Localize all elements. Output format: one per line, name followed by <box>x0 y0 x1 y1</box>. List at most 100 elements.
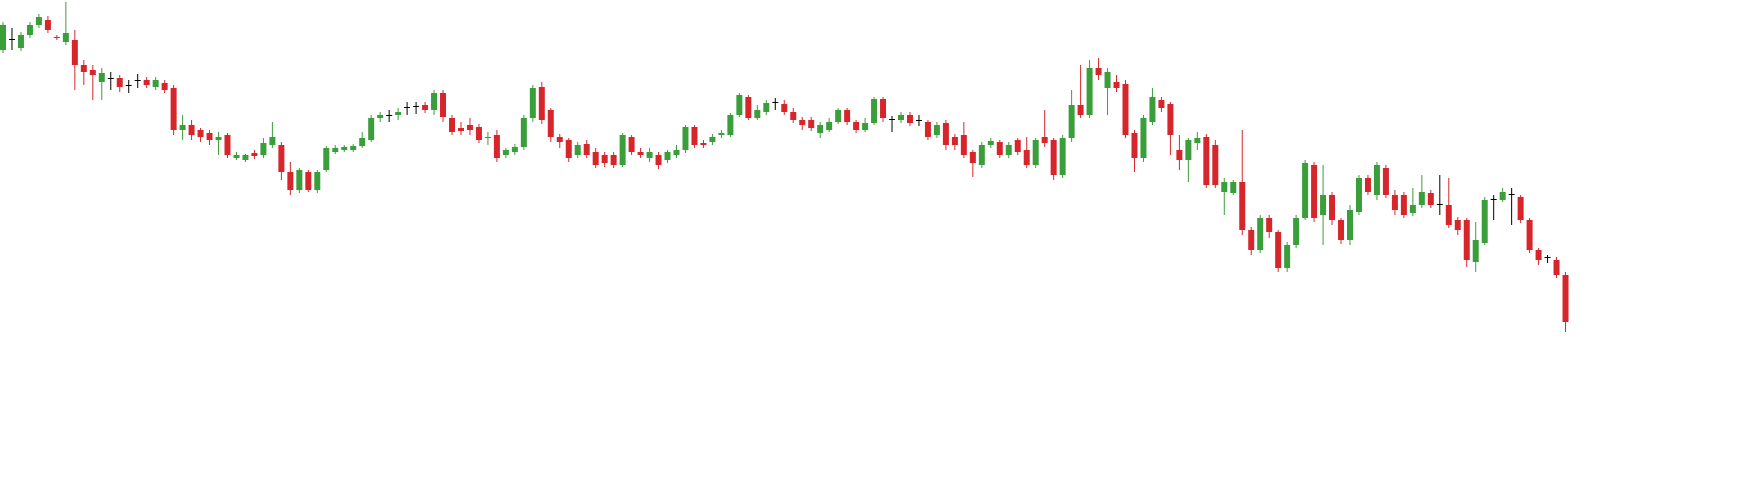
candle-body <box>404 107 411 108</box>
candle-body <box>1122 84 1129 135</box>
candle-body <box>269 137 276 145</box>
candle-body <box>242 155 249 160</box>
candle-body <box>1427 193 1434 205</box>
candle-body <box>179 125 186 130</box>
candle-body <box>853 122 860 130</box>
candle-body <box>457 128 464 131</box>
candle-body <box>1032 140 1039 165</box>
candle-body <box>835 110 842 122</box>
candle-body <box>889 119 896 120</box>
candle-body <box>1149 97 1156 122</box>
candle-body <box>314 172 321 190</box>
candle-body <box>1400 195 1407 215</box>
candle-body <box>251 153 258 156</box>
candle-body <box>80 65 87 72</box>
candle-body <box>574 145 581 155</box>
candle-body <box>502 150 509 155</box>
candle-body <box>1239 182 1246 230</box>
candle-body <box>1194 138 1201 143</box>
candle-body <box>547 110 554 137</box>
candle-body <box>610 155 617 165</box>
candle-body <box>871 99 878 123</box>
candle-body <box>350 146 357 150</box>
candle-body <box>1311 165 1318 218</box>
candle-body <box>960 135 967 155</box>
candle-body <box>197 130 204 137</box>
candle-body <box>1248 230 1255 250</box>
candle-body <box>475 127 482 140</box>
candle-body <box>781 104 788 112</box>
candle-body <box>592 152 599 165</box>
candle-body <box>1553 260 1560 275</box>
candle-body <box>260 143 267 155</box>
candle-body <box>754 110 761 118</box>
candle-body <box>296 170 303 190</box>
candle-body <box>170 88 177 130</box>
candle-body <box>1508 194 1515 195</box>
candle-body <box>1041 137 1048 143</box>
candle-body <box>745 97 752 118</box>
candle-body <box>206 133 213 140</box>
candle-body <box>969 152 976 163</box>
candle-body <box>924 122 931 137</box>
candle-body <box>62 33 69 42</box>
candle-body <box>817 125 824 133</box>
candle-body <box>556 137 563 142</box>
candle-body <box>1472 240 1479 262</box>
candle-body <box>933 125 940 135</box>
candle-body <box>466 125 473 130</box>
candle-body <box>116 78 123 87</box>
candle-body <box>790 112 797 120</box>
candle-body <box>53 37 60 38</box>
candle-body <box>529 88 536 118</box>
candle-body <box>368 118 375 140</box>
candle-body <box>1463 220 1470 260</box>
candle-body <box>915 120 922 121</box>
candle-body <box>395 112 402 115</box>
candle-body <box>1409 205 1416 213</box>
candle-body <box>1023 150 1030 165</box>
candle-body <box>224 135 231 155</box>
candle-body <box>538 87 545 120</box>
candle-body <box>772 102 779 103</box>
candle-body <box>359 138 366 146</box>
candle-body <box>906 115 913 123</box>
candle-body <box>880 99 887 118</box>
candle-body <box>1436 204 1443 205</box>
candle-body <box>188 125 195 135</box>
candle-body <box>709 137 716 142</box>
candle-body <box>1544 257 1551 258</box>
candle-body <box>1095 68 1102 75</box>
candle-body <box>386 115 393 116</box>
candle-body <box>98 73 105 82</box>
candle-body <box>1355 178 1362 212</box>
candle-body <box>1454 220 1461 230</box>
candle-body <box>1050 140 1057 175</box>
candle-body <box>1320 195 1327 215</box>
candle-body <box>951 137 958 145</box>
candle-body <box>637 152 644 155</box>
candle-body <box>1418 192 1425 205</box>
candle-body <box>1302 163 1309 218</box>
candle-body <box>1364 178 1371 192</box>
candle-body <box>305 172 312 190</box>
candle-body <box>1167 104 1174 135</box>
candle-body <box>1140 118 1147 158</box>
candle-body <box>1517 197 1524 220</box>
candle-body <box>1382 168 1389 195</box>
candle-body <box>826 122 833 130</box>
candle-body <box>431 93 438 110</box>
candle-body <box>1257 218 1264 250</box>
candle-body <box>736 95 743 115</box>
candle-body <box>673 150 680 155</box>
candle-body <box>341 147 348 150</box>
candle-body <box>278 145 285 172</box>
candle-body <box>898 115 904 120</box>
candle-body <box>1059 138 1066 175</box>
candle-body <box>1086 68 1093 115</box>
candle-body <box>1329 195 1336 220</box>
candle-body <box>808 120 815 128</box>
candle-body <box>1005 145 1012 155</box>
candle-body <box>233 155 240 158</box>
